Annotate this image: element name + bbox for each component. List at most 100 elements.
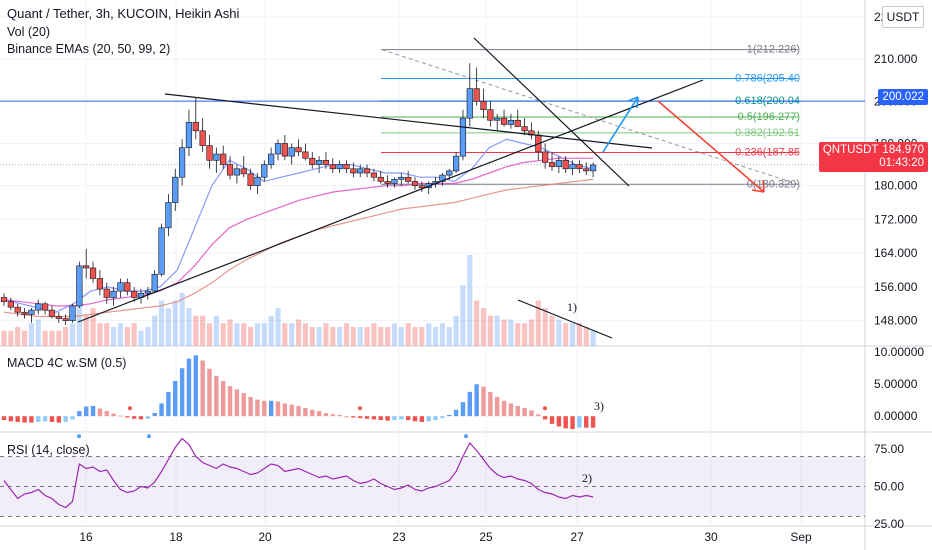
time-axis-tick: 18 (169, 530, 183, 544)
volume-bar (364, 327, 370, 346)
macd-bar (529, 410, 534, 417)
macd-signal-dot (464, 434, 468, 439)
price-tag-price: 184.970 (882, 144, 924, 156)
current-price-tag: QNTUSDT 184.970 01:43:20 (818, 142, 928, 172)
bull-candle (357, 168, 364, 174)
bear-candle (418, 185, 425, 189)
bear-candle (62, 318, 69, 321)
macd-bar (495, 397, 500, 417)
macd-bar (515, 405, 520, 417)
volume-bar (206, 323, 213, 346)
bear-candle (199, 130, 206, 146)
volume-bar (268, 315, 274, 346)
volume-bar (357, 327, 363, 346)
macd-bar (152, 413, 157, 417)
volume-bar (515, 323, 521, 346)
rsi-legend[interactable]: RSI (14, close) (7, 443, 90, 457)
bear-candle (41, 303, 49, 311)
volume-bar (63, 327, 69, 346)
macd-bar (159, 403, 164, 417)
macd-axis-tick: 5.00000 (874, 377, 918, 391)
bear-candle (96, 278, 103, 290)
bull-candle (28, 309, 35, 315)
macd-bar (118, 415, 123, 417)
bear-candle (370, 172, 378, 178)
price-axis-tick: 172.000 (874, 212, 918, 226)
volume-bar (343, 323, 350, 346)
price-tag-symbol: QNTUSDT (822, 144, 879, 156)
ema-legend[interactable]: Binance EMAs (20, 50, 99, 2) (7, 42, 171, 56)
macd-bar (590, 416, 596, 428)
volume-bar (302, 323, 308, 346)
time-axis-tick: 23 (392, 530, 406, 544)
bear-candle (220, 153, 227, 165)
volume-bar (21, 330, 28, 346)
rsi-line (3, 437, 594, 509)
volume-bar (220, 323, 226, 346)
bear-candle (206, 145, 213, 161)
volume-bar (282, 323, 288, 346)
macd-bar (241, 393, 246, 417)
bear-candle (521, 126, 528, 132)
volume-bar (453, 315, 459, 346)
macd-legend[interactable]: MACD 4C w.SM (0.5) (7, 356, 127, 370)
bull-candle (158, 227, 165, 275)
volume-legend[interactable]: Vol (20) (7, 25, 51, 39)
annotation-1: 1) (567, 300, 577, 314)
macd-bar (371, 416, 377, 420)
bear-candle (14, 306, 21, 313)
bear-candle (562, 160, 569, 170)
macd-bar (303, 407, 308, 417)
macd-bar (104, 411, 109, 417)
macd-bar (8, 416, 14, 422)
macd-bar (405, 416, 411, 421)
volume-bar (8, 330, 14, 346)
volume-bar (213, 315, 219, 346)
bull-candle (110, 290, 117, 298)
bear-candle (329, 164, 336, 170)
bear-candle (583, 168, 590, 172)
macd-bar (262, 400, 267, 417)
macd-bar (344, 416, 349, 418)
time-axis-tick: 20 (258, 530, 272, 544)
bear-candle (363, 168, 371, 174)
bear-candle (322, 160, 330, 165)
volume-bar (439, 323, 445, 346)
macd-bar (36, 416, 41, 422)
fib-level-label: 1(212.226) (747, 44, 800, 56)
bull-candle (555, 160, 562, 167)
currency-label[interactable]: USDT (882, 6, 924, 28)
bear-candle (7, 301, 14, 308)
volume-bar (145, 327, 151, 346)
macd-bar (207, 368, 212, 417)
rsi-axis-tick: 50.00 (874, 480, 904, 494)
macd-bar (145, 416, 151, 419)
volume-bar (494, 315, 500, 346)
bear-candle (295, 147, 302, 153)
volume-bar (97, 323, 103, 346)
volume-bar (460, 285, 466, 346)
macd-bar (77, 411, 82, 417)
volume-bar (138, 330, 144, 346)
bear-candle (487, 109, 494, 121)
volume-bar (69, 323, 76, 346)
volume-bar (124, 327, 130, 346)
trendline-resistance (164, 93, 653, 149)
macd-bar (542, 416, 548, 420)
bull-candle (144, 290, 151, 294)
bull-candle (261, 164, 268, 178)
macd-bar (440, 416, 445, 419)
volume-bar (200, 315, 206, 346)
bear-candle (405, 176, 412, 182)
bear-candle (473, 88, 480, 102)
bull-candle (179, 147, 186, 178)
macd-bar (56, 416, 61, 423)
macd-bar (200, 360, 205, 417)
rsi-axis-tick: 25.00 (874, 517, 904, 531)
macd-bar (289, 404, 294, 417)
macd-bar (316, 411, 322, 417)
fib-level-label: 0.382(192.51 (735, 127, 800, 139)
chart-title[interactable]: Quant / Tether, 3h, KUCOIN, Heikin Ashi (7, 6, 240, 21)
